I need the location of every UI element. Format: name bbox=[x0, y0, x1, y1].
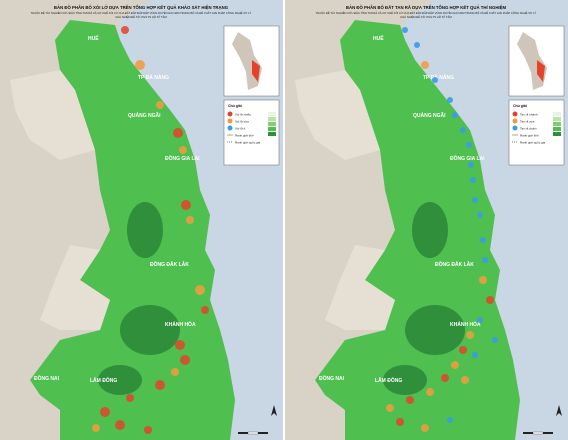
region-label-hue: HUẾ bbox=[373, 35, 384, 42]
region-label-hue: HUẾ bbox=[88, 35, 99, 42]
region-label-gia-lai: ĐỒNG GIA LAI bbox=[450, 155, 485, 162]
legend-item-3: Tan rã chậm bbox=[520, 127, 537, 131]
dissolution-map-panel: BẢN ĐỒ PHÂN BỐ ĐẤT TAN RÃ DỰA TRÊN TỔNG … bbox=[285, 0, 568, 440]
map-author: CHỦ NHIỆM ĐỀ TÀI: PGS.TS HỒ SỸ TÂM bbox=[115, 14, 167, 19]
north-lowland bbox=[10, 70, 95, 160]
region-label-khanh-hoa: KHÁNH HÒA bbox=[450, 320, 481, 328]
region-label-lam-dong: LÂM ĐỒNG bbox=[375, 377, 402, 384]
region-label-quang-ngai: QUẢNG NGÃI bbox=[413, 112, 446, 119]
compass-icon bbox=[556, 405, 562, 416]
region-label-dong-nai: ĐỒNG NAI bbox=[319, 375, 345, 382]
map-subtitle: THUỘC ĐỀ TÀI: NGHIÊN CỨU ĐẶC TÍNH TAN RÃ… bbox=[316, 10, 537, 15]
legend-title: Chú giải bbox=[228, 104, 242, 108]
map-subtitle: THUỘC ĐỀ TÀI: NGHIÊN CỨU ĐẶC TÍNH TAN RÃ… bbox=[31, 10, 252, 15]
lowland-area bbox=[325, 245, 395, 330]
legend-item-5: Ranh giới quốc gia bbox=[235, 141, 260, 145]
legend-title: Chú giải bbox=[513, 104, 527, 108]
legend-item-4: Ranh giới tỉnh bbox=[520, 134, 539, 138]
legend-item-1: Xói lở nhiều bbox=[235, 113, 251, 117]
region-label-dak-lak: ĐỒNG ĐẮK LẮK bbox=[150, 260, 189, 268]
legend: Chú giải Tan rã nhanh Tan rã vừa Tan rã … bbox=[508, 99, 565, 166]
legend-item-4: Ranh giới tỉnh bbox=[235, 134, 254, 138]
dissolution-markers bbox=[386, 27, 498, 432]
dissolution-map: BẢN ĐỒ PHÂN BỐ ĐẤT TAN RÃ DỰA TRÊN TỔNG … bbox=[285, 0, 568, 440]
panel-divider bbox=[283, 0, 285, 440]
scale-bar-icon bbox=[523, 431, 553, 435]
map-title: BẢN ĐỒ PHÂN BỐ ĐẤT TAN RÃ DỰA TRÊN TỔNG … bbox=[346, 5, 507, 10]
inset-map bbox=[508, 25, 565, 97]
map-title: BẢN ĐỒ PHÂN BỐ XÓI LỞ DỰA TRÊN TỔNG HỢP … bbox=[54, 5, 229, 10]
region-labels: HUẾ TP ĐÀ NẴNG QUẢNG NGÃI ĐỒNG GIA LAI Đ… bbox=[34, 35, 200, 384]
legend-item-2: Xói lở vừa bbox=[235, 120, 249, 124]
inset-map bbox=[223, 25, 280, 97]
region-label-da-nang: TP ĐÀ NẴNG bbox=[423, 74, 454, 81]
legend: Chú giải Xói lở nhiều Xói lở vừa Xói lở … bbox=[223, 99, 280, 166]
legend-item-1: Tan rã nhanh bbox=[520, 113, 538, 117]
title-block: BẢN ĐỒ PHÂN BỐ XÓI LỞ DỰA TRÊN TỔNG HỢP … bbox=[31, 5, 252, 19]
north-lowland bbox=[295, 70, 380, 160]
region-label-dak-lak: ĐỒNG ĐẮK LẮK bbox=[435, 260, 474, 268]
region-label-gia-lai: ĐỒNG GIA LAI bbox=[165, 155, 200, 162]
risk-markers bbox=[92, 26, 209, 434]
region-label-lam-dong: LÂM ĐỒNG bbox=[90, 377, 117, 384]
region-label-khanh-hoa: KHÁNH HÒA bbox=[165, 320, 196, 328]
dark-highlands bbox=[98, 202, 180, 395]
erosion-map-panel: BẢN ĐỒ PHÂN BỐ XÓI LỞ DỰA TRÊN TỔNG HỢP … bbox=[0, 0, 283, 440]
region-label-quang-ngai: QUẢNG NGÃI bbox=[128, 112, 161, 119]
compass-icon bbox=[271, 405, 277, 416]
dark-highlands bbox=[383, 202, 465, 395]
scale-bar-icon bbox=[238, 431, 268, 435]
legend-item-5: Ranh giới quốc gia bbox=[520, 141, 545, 145]
legend-item-3: Xói lở ít bbox=[235, 127, 245, 131]
erosion-map: BẢN ĐỒ PHÂN BỐ XÓI LỞ DỰA TRÊN TỔNG HỢP … bbox=[0, 0, 283, 440]
map-author: CHỦ NHIỆM ĐỀ TÀI: PGS.TS HỒ SỸ TÂM bbox=[400, 14, 452, 19]
legend-item-2: Tan rã vừa bbox=[520, 120, 535, 124]
region-label-da-nang: TP ĐÀ NẴNG bbox=[138, 74, 169, 81]
region-label-dong-nai: ĐỒNG NAI bbox=[34, 375, 60, 382]
lowland-area bbox=[40, 245, 110, 330]
title-block: BẢN ĐỒ PHÂN BỐ ĐẤT TAN RÃ DỰA TRÊN TỔNG … bbox=[316, 5, 537, 19]
region-labels: HUẾ TP ĐÀ NẴNG QUẢNG NGÃI ĐỒNG GIA LAI Đ… bbox=[319, 35, 485, 384]
